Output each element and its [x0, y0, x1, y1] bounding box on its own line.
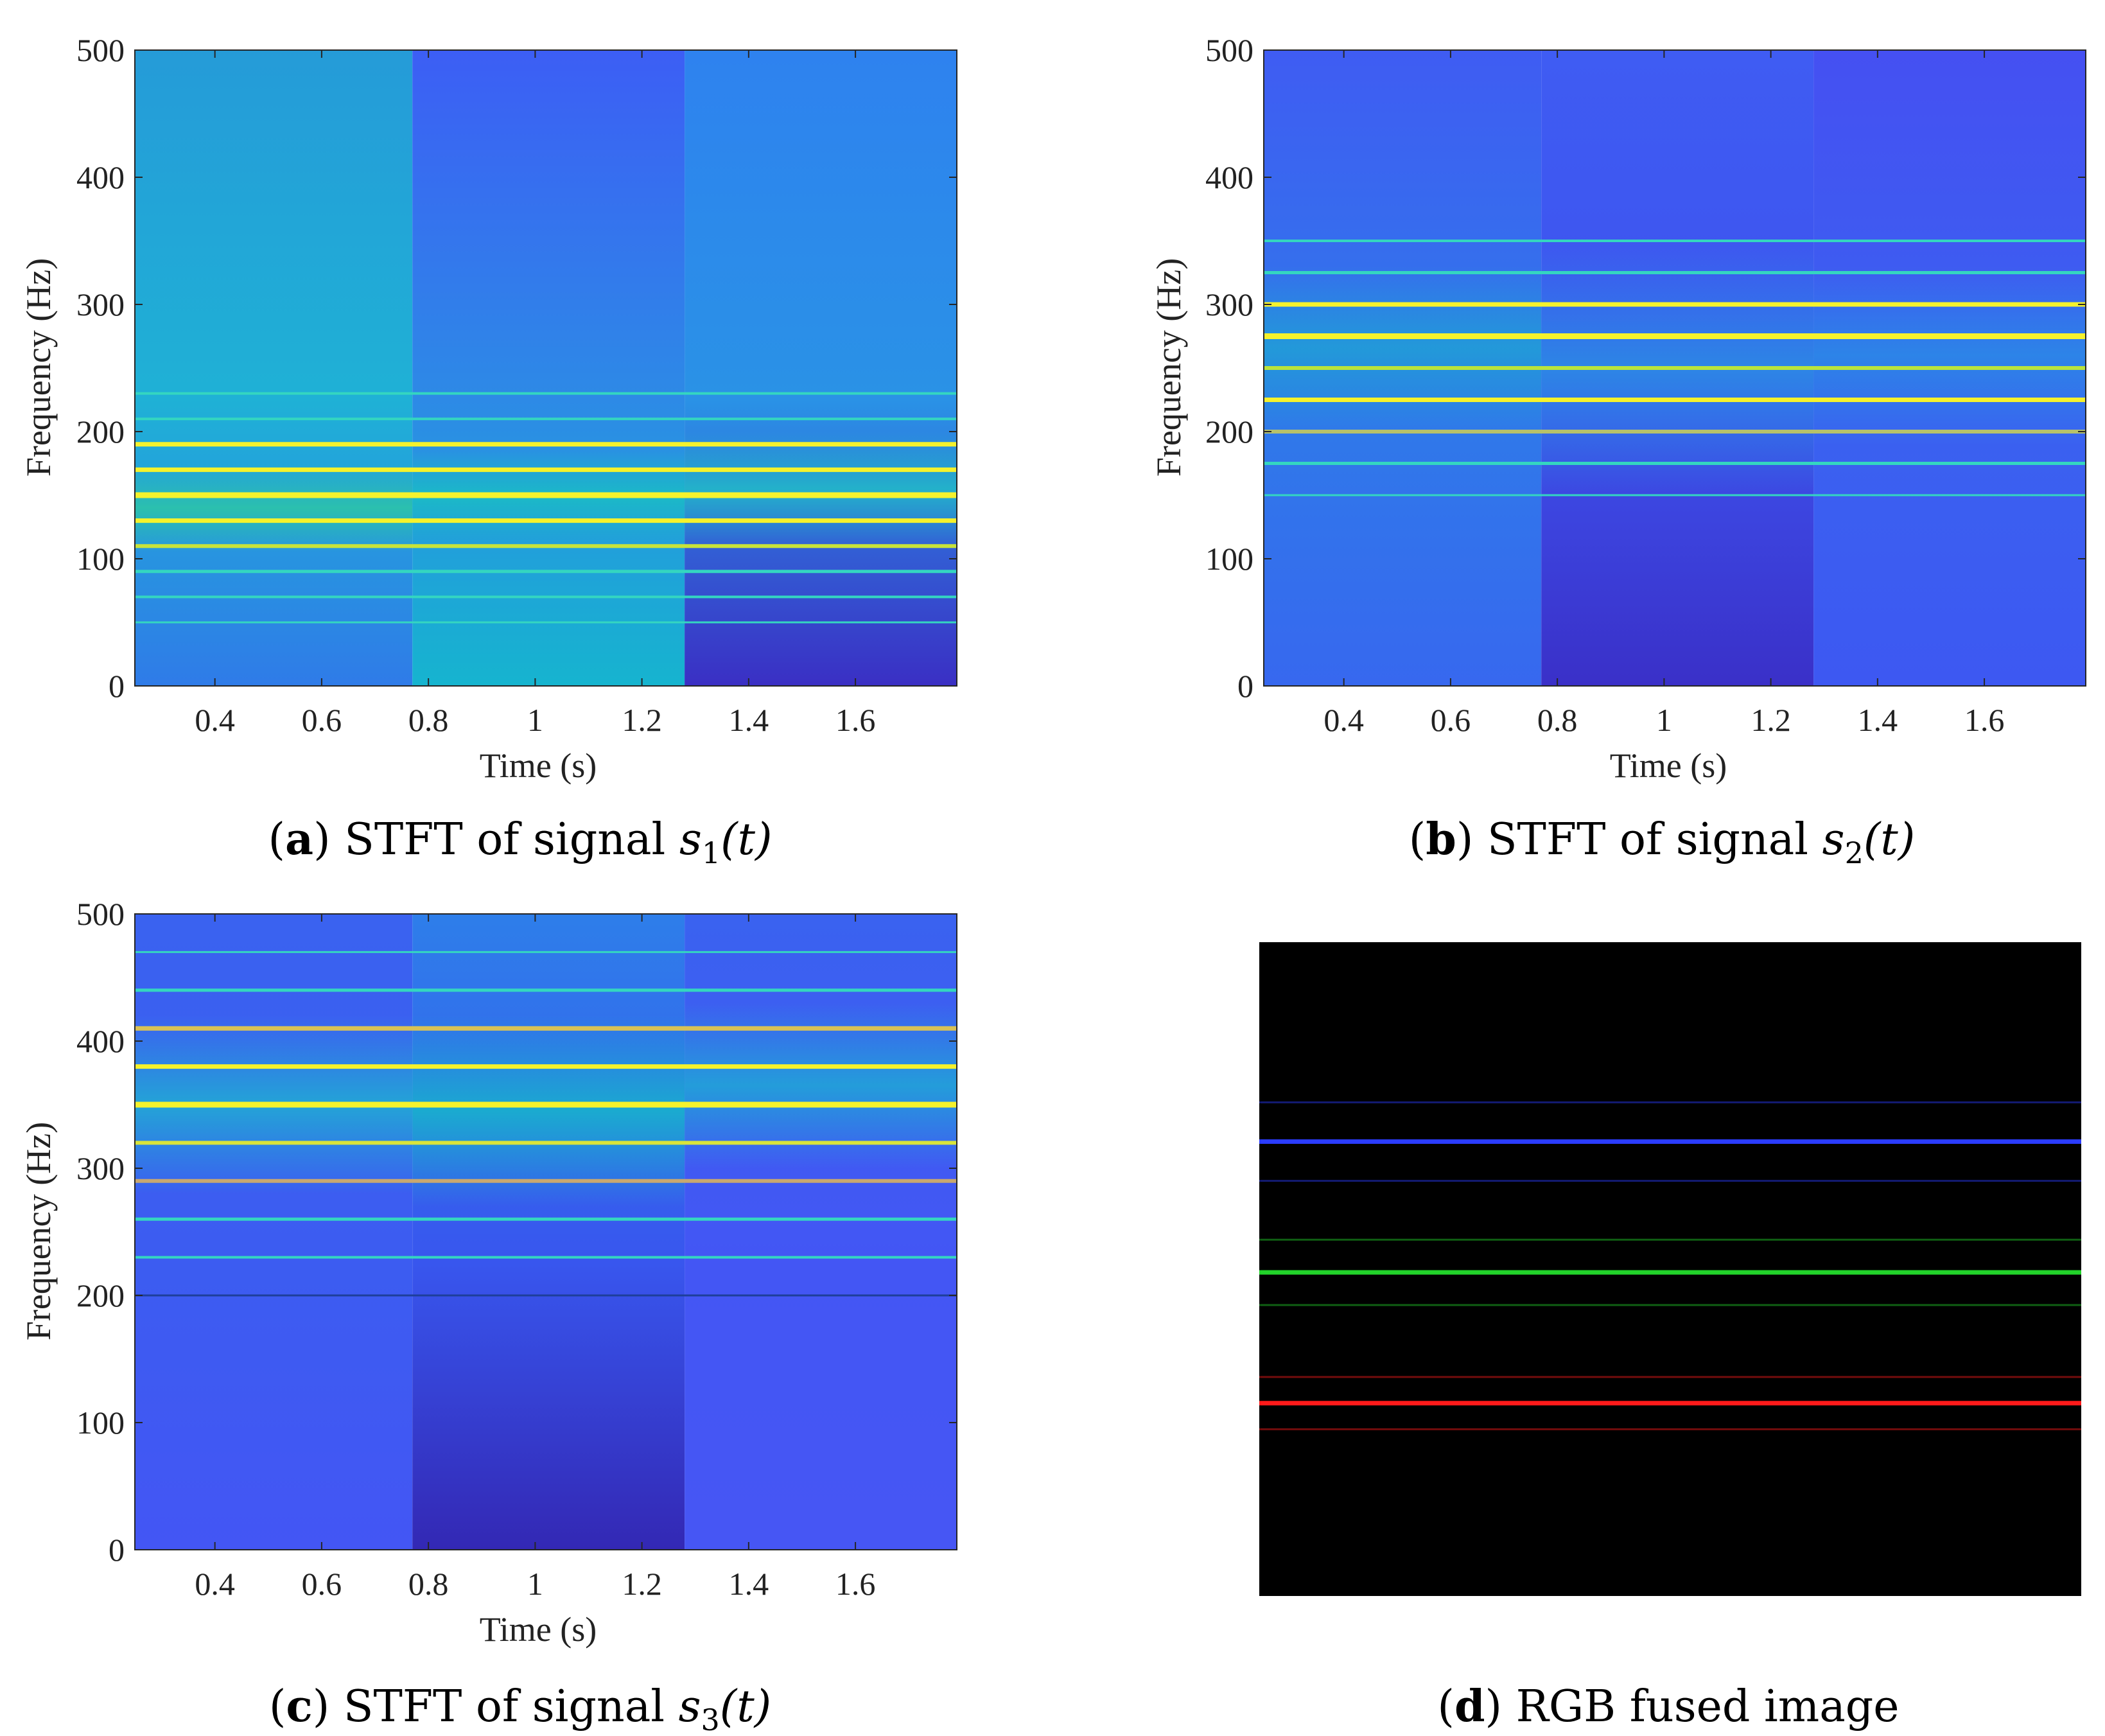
- panel-a-segment-2: [412, 50, 685, 686]
- panel-c-energy-band-2: [412, 1015, 685, 1207]
- panel-a-xtick-label: 0.4: [195, 702, 235, 738]
- panel-b-stft-s2: 0.4 0.6 0.8 1 1.2 1.4 1.6 0 100 200 300 400 500 Time…: [1149, 32, 2086, 870]
- panel-a-xtick-label: 1.4: [729, 702, 769, 738]
- panel-a-spectrogram: [135, 50, 957, 686]
- panel-c-xtick-label: 0.6: [302, 1566, 342, 1602]
- panel-c-frame: [134, 913, 957, 1550]
- panel-b-xlabel: Time (s): [1610, 746, 1727, 785]
- panel-a-ytick-label: 0: [109, 668, 125, 704]
- panel-c-xlabel: Time (s): [480, 1610, 597, 1649]
- panel-c-xtick-label: 0.8: [408, 1566, 449, 1602]
- panel-b-xtick-label: 1.6: [1964, 702, 2005, 738]
- panel-a-ytick-label: 500: [76, 32, 125, 68]
- panel-a-axes: 0.4 0.6 0.8 1 1.2 1.4 1.6 0 100 200 300 400 500: [76, 32, 957, 738]
- panel-c-ylabel: Frequency (Hz): [19, 1122, 58, 1340]
- panel-b-xtick-label: 0.8: [1537, 702, 1578, 738]
- panel-a-xtick-label: 0.6: [302, 702, 342, 738]
- panel-c-ytick-label: 200: [76, 1277, 125, 1313]
- panel-a-stft-s1: 0.4 0.6 0.8 1 1.2 1.4 1.6 0 100 200 300 400 500 Time…: [19, 32, 957, 870]
- panel-a-segment-3: [685, 50, 957, 686]
- panel-a-ytick-label: 400: [76, 159, 125, 195]
- panel-b-ytick-label: 300: [1205, 286, 1253, 322]
- panel-b-energy-band-3: [1813, 266, 2086, 444]
- panel-b-ytick-label: 0: [1237, 668, 1253, 704]
- panel-b-xtick-label: 0.6: [1431, 702, 1471, 738]
- panel-a-energy-band-1: [135, 463, 413, 553]
- panel-d-background: [1259, 942, 2081, 1596]
- panel-a-xtick-label: 0.8: [408, 702, 449, 738]
- panel-c-ytick-label: 400: [76, 1023, 125, 1059]
- panel-c-xtick-label: 1.6: [835, 1566, 876, 1602]
- panel-a-ylabel: Frequency (Hz): [19, 258, 58, 477]
- panel-a-frame: [134, 49, 957, 687]
- panel-b-ylabel: Frequency (Hz): [1149, 258, 1188, 477]
- panel-a-energy-band-3: [685, 432, 957, 547]
- panel-b-xtick-label: 1: [1656, 702, 1672, 738]
- panel-b-xtick-label: 1.2: [1751, 702, 1791, 738]
- panel-a-ytick-label: 200: [76, 414, 125, 450]
- panel-a-xtick-label: 1: [527, 702, 543, 738]
- panel-c-ytick-label: 0: [109, 1532, 125, 1568]
- panel-c-segment-1: [135, 914, 413, 1550]
- panel-b-frame: [1263, 49, 2086, 687]
- panel-c-xtick-label: 1.2: [622, 1566, 662, 1602]
- panel-a-ytick-label: 100: [76, 541, 125, 577]
- panel-b-ytick-label: 100: [1205, 541, 1253, 577]
- panel-b-caption: (b) STFT of signal s2(t): [1409, 814, 1916, 870]
- panel-b-ytick-label: 400: [1205, 159, 1253, 195]
- panel-b-energy-band-1: [1264, 266, 1542, 432]
- panel-b-ytick-label: 200: [1205, 414, 1253, 450]
- panel-b-xtick-label: 0.4: [1323, 702, 1364, 738]
- panel-c-axes: 0.4 0.6 0.8 1 1.2 1.4 1.6 0 100 200 300 400 500: [76, 896, 957, 1602]
- panel-a-segment-1: [135, 50, 413, 686]
- panel-c-caption: (c) STFT of signal s3(t): [269, 1681, 771, 1736]
- panel-c-xtick-label: 1.4: [729, 1566, 769, 1602]
- panel-c-stft-s3: 0.4 0.6 0.8 1 1.2 1.4 1.6 0 100 200 300 400 500 Time…: [19, 896, 957, 1736]
- panel-b-xtick-label: 1.4: [1858, 702, 1898, 738]
- panel-c-xtick-label: 0.4: [195, 1566, 235, 1602]
- panel-a-ytick-label: 300: [76, 286, 125, 322]
- panel-a-xtick-label: 1.2: [622, 702, 662, 738]
- panel-c-spectrogram: [135, 914, 957, 1550]
- panel-c-xtick-label: 1: [527, 1566, 543, 1602]
- panel-c-ytick-label: 300: [76, 1150, 125, 1186]
- panel-d-caption: (d) RGB fused image: [1437, 1681, 1899, 1732]
- panel-b-spectrogram: [1264, 50, 2086, 686]
- panel-b-ytick-label: 500: [1205, 32, 1253, 68]
- panel-a-xlabel: Time (s): [480, 746, 597, 785]
- panel-a-caption: (a) STFT of signal s1(t): [268, 814, 772, 870]
- panel-a-xtick-label: 1.6: [835, 702, 876, 738]
- panel-d-lines: [1259, 1101, 2081, 1430]
- panel-b-axes: 0.4 0.6 0.8 1 1.2 1.4 1.6 0 100 200 300 400 500: [1205, 32, 2086, 738]
- panel-c-ytick-label: 100: [76, 1405, 125, 1441]
- panel-c-segment-2: [412, 914, 685, 1550]
- panel-c-ytick-label: 500: [76, 896, 125, 932]
- panel-d-rgb-fused: (d) RGB fused image: [1259, 942, 2081, 1732]
